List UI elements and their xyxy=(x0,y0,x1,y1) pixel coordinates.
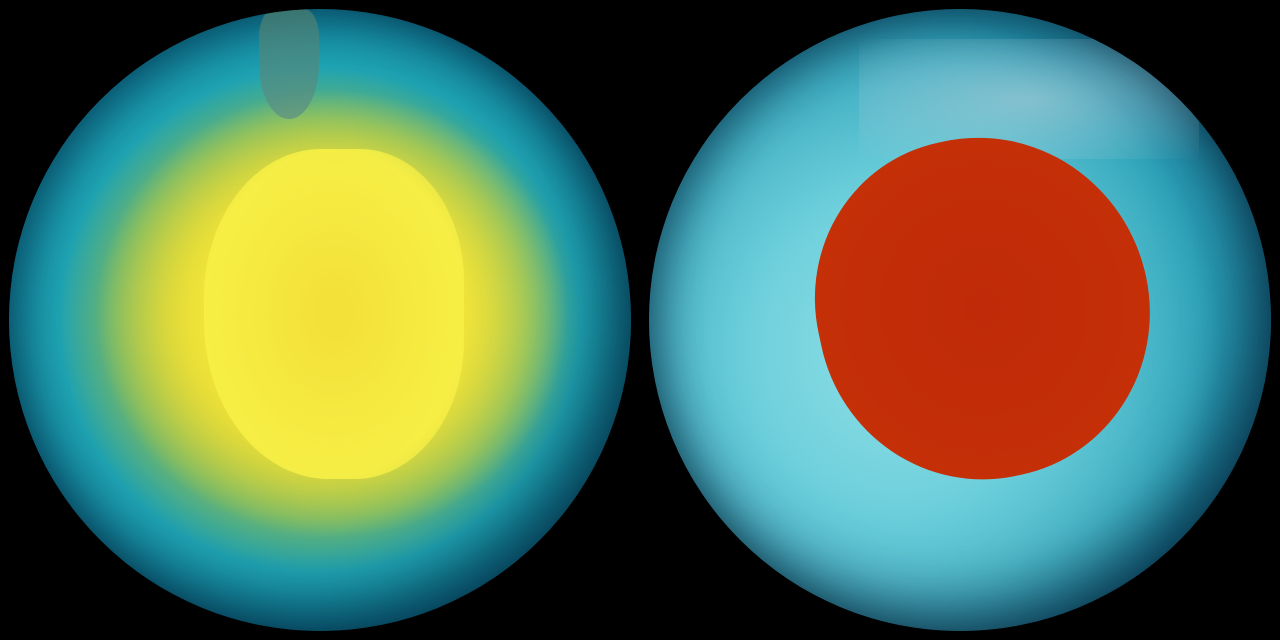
south-america-landmass xyxy=(259,9,319,119)
right-globe-image xyxy=(649,9,1271,631)
left-globe-image xyxy=(9,9,631,631)
landmass-overlay xyxy=(859,39,1199,159)
antarctica-ozone-region xyxy=(204,149,464,479)
ozone-hole-region xyxy=(785,106,1181,510)
